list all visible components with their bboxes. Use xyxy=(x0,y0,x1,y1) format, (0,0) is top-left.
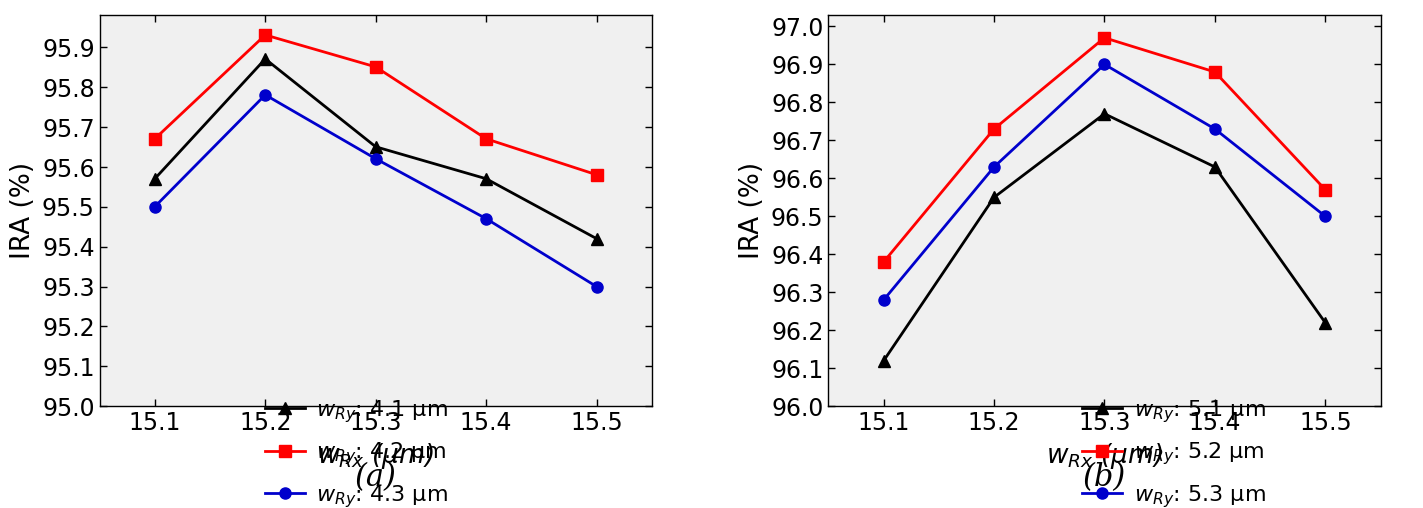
$w_{Ry}$: 4.2 μm: (15.2, 95.9): 4.2 μm: (15.2, 95.9) xyxy=(256,32,273,38)
$w_{Ry}$: 4.3 μm: (15.2, 95.8): 4.3 μm: (15.2, 95.8) xyxy=(256,92,273,98)
Line: $w_{Ry}$: 5.3 μm: $w_{Ry}$: 5.3 μm xyxy=(878,59,1331,306)
$w_{Ry}$: 5.3 μm: (15.2, 96.6): 5.3 μm: (15.2, 96.6) xyxy=(985,164,1002,170)
$w_{Ry}$: 4.3 μm: (15.3, 95.6): 4.3 μm: (15.3, 95.6) xyxy=(367,156,384,162)
$w_{Ry}$: 4.1 μm: (15.4, 95.6): 4.1 μm: (15.4, 95.6) xyxy=(478,176,495,182)
$w_{Ry}$: 4.1 μm: (15.3, 95.7): 4.1 μm: (15.3, 95.7) xyxy=(367,144,384,150)
Line: $w_{Ry}$: 5.1 μm: $w_{Ry}$: 5.1 μm xyxy=(878,108,1331,366)
$w_{Ry}$: 5.2 μm: (15.4, 96.9): 5.2 μm: (15.4, 96.9) xyxy=(1207,69,1224,75)
$w_{Ry}$: 5.2 μm: (15.5, 96.6): 5.2 μm: (15.5, 96.6) xyxy=(1316,187,1333,193)
$w_{Ry}$: 5.3 μm: (15.1, 96.3): 5.3 μm: (15.1, 96.3) xyxy=(875,297,892,303)
$w_{Ry}$: 4.3 μm: (15.1, 95.5): 4.3 μm: (15.1, 95.5) xyxy=(147,204,164,210)
$w_{Ry}$: 5.1 μm: (15.5, 96.2): 5.1 μm: (15.5, 96.2) xyxy=(1316,320,1333,326)
$w_{Ry}$: 5.3 μm: (15.4, 96.7): 5.3 μm: (15.4, 96.7) xyxy=(1207,126,1224,132)
X-axis label: $w_{Rx}$ (μm): $w_{Rx}$ (μm) xyxy=(1046,441,1163,471)
$w_{Ry}$: 5.2 μm: (15.1, 96.4): 5.2 μm: (15.1, 96.4) xyxy=(875,259,892,265)
Line: $w_{Ry}$: 4.2 μm: $w_{Ry}$: 4.2 μm xyxy=(149,29,602,180)
$w_{Ry}$: 5.1 μm: (15.1, 96.1): 5.1 μm: (15.1, 96.1) xyxy=(875,358,892,364)
Legend: $w_{Ry}$: 5.1 μm, $w_{Ry}$: 5.2 μm, $w_{Ry}$: 5.3 μm: $w_{Ry}$: 5.1 μm, $w_{Ry}$: 5.2 μm, $w_{… xyxy=(1083,398,1265,508)
Line: $w_{Ry}$: 4.3 μm: $w_{Ry}$: 4.3 μm xyxy=(149,89,602,292)
$w_{Ry}$: 4.1 μm: (15.1, 95.6): 4.1 μm: (15.1, 95.6) xyxy=(147,176,164,182)
$w_{Ry}$: 5.1 μm: (15.4, 96.6): 5.1 μm: (15.4, 96.6) xyxy=(1207,164,1224,170)
$w_{Ry}$: 4.2 μm: (15.5, 95.6): 4.2 μm: (15.5, 95.6) xyxy=(588,172,605,178)
$w_{Ry}$: 4.2 μm: (15.1, 95.7): 4.2 μm: (15.1, 95.7) xyxy=(147,136,164,142)
Text: (a): (a) xyxy=(354,461,397,492)
X-axis label: $w_{Rx}$ (μm): $w_{Rx}$ (μm) xyxy=(317,441,434,471)
Line: $w_{Ry}$: 5.2 μm: $w_{Ry}$: 5.2 μm xyxy=(878,33,1331,268)
Legend: $w_{Ry}$: 4.1 μm, $w_{Ry}$: 4.2 μm, $w_{Ry}$: 4.3 μm: $w_{Ry}$: 4.1 μm, $w_{Ry}$: 4.2 μm, $w_{… xyxy=(265,398,448,508)
Y-axis label: IRA (%): IRA (%) xyxy=(740,162,766,260)
$w_{Ry}$: 4.1 μm: (15.5, 95.4): 4.1 μm: (15.5, 95.4) xyxy=(588,236,605,242)
$w_{Ry}$: 4.3 μm: (15.5, 95.3): 4.3 μm: (15.5, 95.3) xyxy=(588,283,605,290)
$w_{Ry}$: 5.3 μm: (15.5, 96.5): 5.3 μm: (15.5, 96.5) xyxy=(1316,213,1333,219)
$w_{Ry}$: 5.2 μm: (15.3, 97): 5.2 μm: (15.3, 97) xyxy=(1096,35,1113,41)
$w_{Ry}$: 4.3 μm: (15.4, 95.5): 4.3 μm: (15.4, 95.5) xyxy=(478,216,495,222)
Line: $w_{Ry}$: 4.1 μm: $w_{Ry}$: 4.1 μm xyxy=(149,53,602,244)
$w_{Ry}$: 5.1 μm: (15.2, 96.5): 5.1 μm: (15.2, 96.5) xyxy=(985,195,1002,201)
Text: (b): (b) xyxy=(1083,461,1126,492)
$w_{Ry}$: 4.2 μm: (15.3, 95.8): 4.2 μm: (15.3, 95.8) xyxy=(367,64,384,70)
$w_{Ry}$: 4.2 μm: (15.4, 95.7): 4.2 μm: (15.4, 95.7) xyxy=(478,136,495,142)
$w_{Ry}$: 4.1 μm: (15.2, 95.9): 4.1 μm: (15.2, 95.9) xyxy=(256,56,273,62)
$w_{Ry}$: 5.2 μm: (15.2, 96.7): 5.2 μm: (15.2, 96.7) xyxy=(985,126,1002,132)
Y-axis label: IRA (%): IRA (%) xyxy=(10,162,37,260)
$w_{Ry}$: 5.3 μm: (15.3, 96.9): 5.3 μm: (15.3, 96.9) xyxy=(1096,61,1113,68)
$w_{Ry}$: 5.1 μm: (15.3, 96.8): 5.1 μm: (15.3, 96.8) xyxy=(1096,111,1113,117)
